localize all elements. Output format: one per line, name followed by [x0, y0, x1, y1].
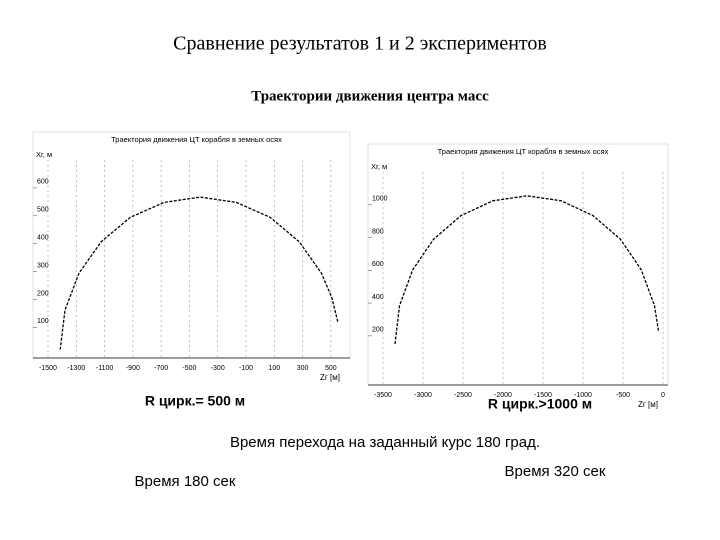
annotation: Время 180 сек [135, 473, 236, 490]
annotation: R цирк.= 500 м [145, 393, 245, 409]
y-tick-label: 1000 [372, 196, 388, 203]
chart-title: Траектория движения ЦТ корабля в земных … [438, 147, 609, 156]
y-tick-label: 200 [37, 290, 49, 297]
y-tick-label: 800 [372, 228, 384, 235]
x-tick-label: 0 [661, 392, 665, 399]
x-tick-label: -500 [182, 365, 196, 372]
annotation: Время 320 сек [505, 463, 606, 480]
x-tick-label: -2000 [494, 392, 512, 399]
x-tick-label: 500 [325, 365, 337, 372]
annotation: R цирк.>1000 м [488, 396, 592, 412]
y-tick-label: 500 [37, 207, 49, 214]
y-tick-label: 200 [372, 327, 384, 334]
x-tick-label: -1500 [534, 392, 552, 399]
y-tick-label: 100 [37, 318, 49, 325]
y-tick-label: 300 [37, 262, 49, 269]
x-tick-label: -700 [154, 365, 168, 372]
y-axis-label: Xг, м [371, 162, 387, 171]
x-tick-label: -1500 [39, 365, 57, 372]
note: Время перехода на заданный курс 180 град… [230, 434, 540, 451]
x-tick-label: -300 [211, 365, 225, 372]
x-tick-label: 300 [297, 365, 309, 372]
x-tick-label: -1300 [67, 365, 85, 372]
x-axis-label: Zг [м] [638, 400, 658, 409]
trajectory [59, 196, 339, 350]
x-tick-label: 100 [268, 365, 280, 372]
x-tick-label: -900 [126, 365, 140, 372]
y-axis-label: Xг, м [36, 150, 52, 159]
x-tick-label: -1100 [96, 365, 113, 372]
y-tick-label: 400 [372, 294, 384, 301]
trajectory [394, 195, 660, 345]
y-tick-label: 400 [37, 235, 49, 242]
y-tick-label: 600 [372, 261, 384, 268]
slide-title: Сравнение результатов 1 и 2 эксперименто… [173, 33, 547, 55]
x-tick-label: -100 [239, 365, 253, 372]
x-tick-label: -2500 [454, 392, 472, 399]
x-axis-label: Zг [м] [320, 373, 340, 382]
x-tick-label: -3500 [374, 392, 392, 399]
chart-title: Траектория движения ЦТ корабля в земных … [111, 135, 282, 144]
x-tick-label: -1000 [574, 392, 592, 399]
x-tick-label: -3000 [414, 392, 432, 399]
slide-subtitle: Траектории движения центра масс [251, 88, 489, 104]
x-tick-label: -500 [616, 392, 630, 399]
y-tick-label: 600 [37, 179, 49, 186]
